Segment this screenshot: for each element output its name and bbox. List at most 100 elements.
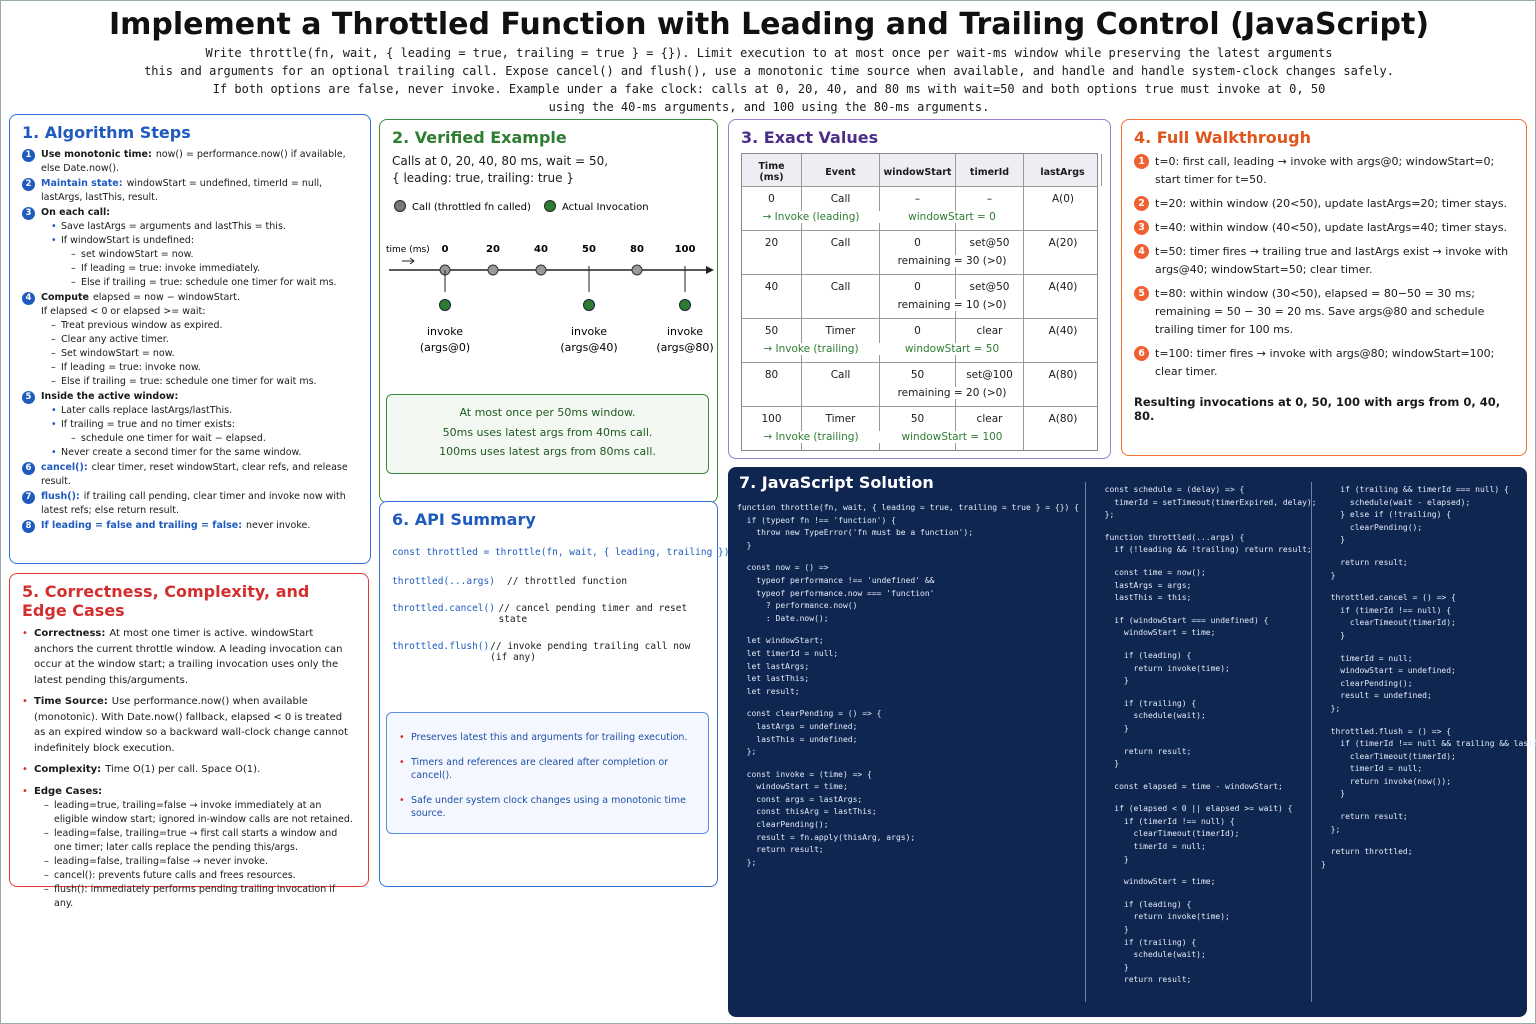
call-marker: [535, 264, 547, 276]
code-block: const clearPending = () => { lastArgs = …: [737, 708, 1079, 758]
walk-step: 2 t=20: within window (20<50), update las…: [1134, 195, 1514, 213]
algorithm-panel: 1. Algorithm Steps 1 Use monotonic time: no…: [9, 114, 371, 564]
item-text: If trailing = true and no timer exists:: [61, 419, 236, 430]
panel-title: 4. Full Walkthrough: [1134, 128, 1311, 147]
code-line: let windowStart;: [737, 636, 824, 646]
table-cell: A(40): [1048, 281, 1078, 293]
code-block: const invoke = (time) => { windowStart =…: [737, 769, 1079, 870]
values-panel: 3. Exact Values Time (ms) Event windowStart…: [728, 119, 1111, 459]
step-number: 7: [22, 491, 35, 504]
table: Time (ms) Event windowStart timerId lastArgs…: [741, 153, 1102, 451]
table-cell: 80: [742, 363, 802, 406]
step: 6 cancel(): clear timer, reset windowStart…: [22, 461, 358, 489]
code-line: return invoke(now());: [1321, 776, 1452, 786]
step: 2 Maintain state: windowStart = undefined,…: [22, 177, 358, 205]
step-text: t=100: timer fires → invoke with args@80…: [1155, 347, 1495, 378]
code-line: };: [737, 747, 757, 757]
step-number: 2: [22, 178, 35, 191]
code-line: result = undefined;: [1321, 691, 1432, 701]
intro: Calls at 0, 20, 40, 80 ms, wait = 50, { l…: [392, 153, 705, 187]
step: 8 If leading = false and trailing = false…: [22, 519, 358, 533]
step-text: if trailing call pending, clear timer an…: [41, 491, 346, 516]
correctness-item: Edge Cases: leading=true, trailing=false …: [22, 784, 356, 912]
invoke-label: invoke: [667, 325, 703, 338]
conclusion: Resulting invocations at 0, 50, 100 with…: [1134, 395, 1501, 423]
item-text: cancel(): prevents future calls and free…: [54, 870, 296, 881]
notes-box: Preserves latest this and arguments for …: [386, 712, 709, 834]
step-number: 3: [1134, 220, 1149, 235]
list-item: Treat previous window as expired.: [51, 319, 317, 333]
list-item: leading=false, trailing=true → first cal…: [44, 827, 356, 855]
code-block: return result; }: [1321, 557, 1536, 582]
list-item: If leading = true: invoke now.: [51, 361, 317, 375]
code-line: schedule(wait);: [1095, 711, 1206, 721]
legend-marker: [544, 200, 556, 212]
walk-step: 3 t=40: within window (40<50), update las…: [1134, 219, 1514, 237]
list: Treat previous window as expired. Clear a…: [41, 319, 317, 389]
table-row: 20 Call 0 set@50 A(20) remaining = 30 (>0): [742, 230, 1097, 274]
list-item: cancel(): prevents future calls and free…: [44, 869, 356, 883]
list-item: If leading = true: invoke immediately.: [71, 262, 337, 276]
table-cell: Call: [802, 187, 880, 230]
code-line: }: [1095, 854, 1129, 864]
step-number: 8: [22, 520, 35, 533]
list-item: set windowStart = now.: [71, 248, 337, 262]
code-line: return result;: [1321, 557, 1408, 567]
code-column: if (trailing && timerId === null) { sche…: [1321, 484, 1536, 881]
code-block: if (elapsed < 0 || elapsed >= wait) { if…: [1095, 803, 1317, 866]
table-cell: set@50: [956, 231, 1024, 274]
api-panel: 6. API Summary const throttled = throttle…: [379, 501, 729, 887]
step-text: t=80: within window (30<50), elapsed = 8…: [1155, 287, 1485, 336]
step-lead: Compute: [41, 292, 89, 303]
list-item: Never create a second timer for the same…: [51, 446, 301, 460]
code-column: const schedule = (delay) => { timerId = …: [1095, 484, 1317, 997]
code-line: let result;: [737, 686, 800, 696]
code-line: timerId = null;: [1095, 842, 1206, 852]
column-header: windowStart: [880, 154, 956, 186]
subtitle-line: this and arguments for an optional trail…: [144, 64, 1394, 78]
table-cell: Call: [802, 231, 880, 274]
code-block: throttled.cancel = () => { if (timerId !…: [1321, 592, 1536, 642]
api-row: throttled(...args) // throttled function: [392, 576, 705, 587]
code-block: if (trailing) { schedule(wait); }: [1095, 698, 1317, 736]
axis-label: time (ms): [386, 245, 430, 255]
step-text: t=40: within window (40<50), update last…: [1155, 221, 1508, 234]
code-line: }: [1095, 759, 1120, 769]
code-line: schedule(wait);: [1095, 950, 1206, 960]
step-body: Inside the active window: Later calls rep…: [41, 390, 301, 460]
code-line: }: [1095, 925, 1129, 935]
code-line: if (trailing) {: [1095, 698, 1197, 708]
list: leading=true, trailing=false → invoke im…: [34, 799, 356, 911]
walk-step: 6 t=100: timer fires → invoke with args@8…: [1134, 345, 1514, 381]
panel-title: 3. Exact Values: [741, 128, 879, 147]
walk-step: 5 t=80: within window (30<50), elapsed = …: [1134, 285, 1514, 339]
list-item: If windowStart is undefined: set windowSt…: [51, 234, 337, 290]
correctness-item: Time Source:Use performance.now() when a…: [22, 694, 356, 756]
item-text: Never create a second timer for the same…: [61, 447, 302, 458]
list-item: Else if trailing = true: schedule one ti…: [71, 276, 337, 290]
code-line: windowStart = time;: [1095, 877, 1216, 887]
example-panel: 2. Verified Example Calls at 0, 20, 40, 8…: [379, 119, 718, 503]
code-line: if (!leading && !trailing) return result…: [1095, 545, 1312, 555]
step-number: 5: [1134, 286, 1149, 301]
list: Save lastArgs = arguments and lastThis =…: [41, 220, 337, 290]
tick-label: 50: [582, 244, 596, 255]
table-cell: A(0): [1051, 193, 1075, 205]
step-number: 1: [1134, 154, 1149, 169]
subtitle-line: using the 40-ms arguments, and 100 using…: [548, 100, 990, 114]
code-line: return invoke(time);: [1095, 912, 1230, 922]
code-line: if (elapsed < 0 || elapsed >= wait) {: [1095, 804, 1293, 814]
list-item: Later calls replace lastArgs/lastThis.: [51, 404, 301, 418]
table-cell: clear: [956, 407, 1024, 450]
code-line: }: [1095, 962, 1129, 972]
code-line: }: [1095, 723, 1129, 733]
table-cell: –: [880, 187, 956, 230]
panel-title: 2. Verified Example: [392, 128, 567, 147]
code-line: if (timerId !== null) {: [1321, 605, 1452, 615]
table-row: 40 Call 0 set@50 A(40) remaining = 10 (>0): [742, 274, 1097, 318]
code-line: }: [1321, 630, 1346, 640]
intro-line: { leading: true, trailing: true }: [392, 171, 574, 185]
step-body: Maintain state: windowStart = undefined, …: [41, 177, 358, 205]
code-block: timerId = null; windowStart = undefined;…: [1321, 653, 1536, 716]
